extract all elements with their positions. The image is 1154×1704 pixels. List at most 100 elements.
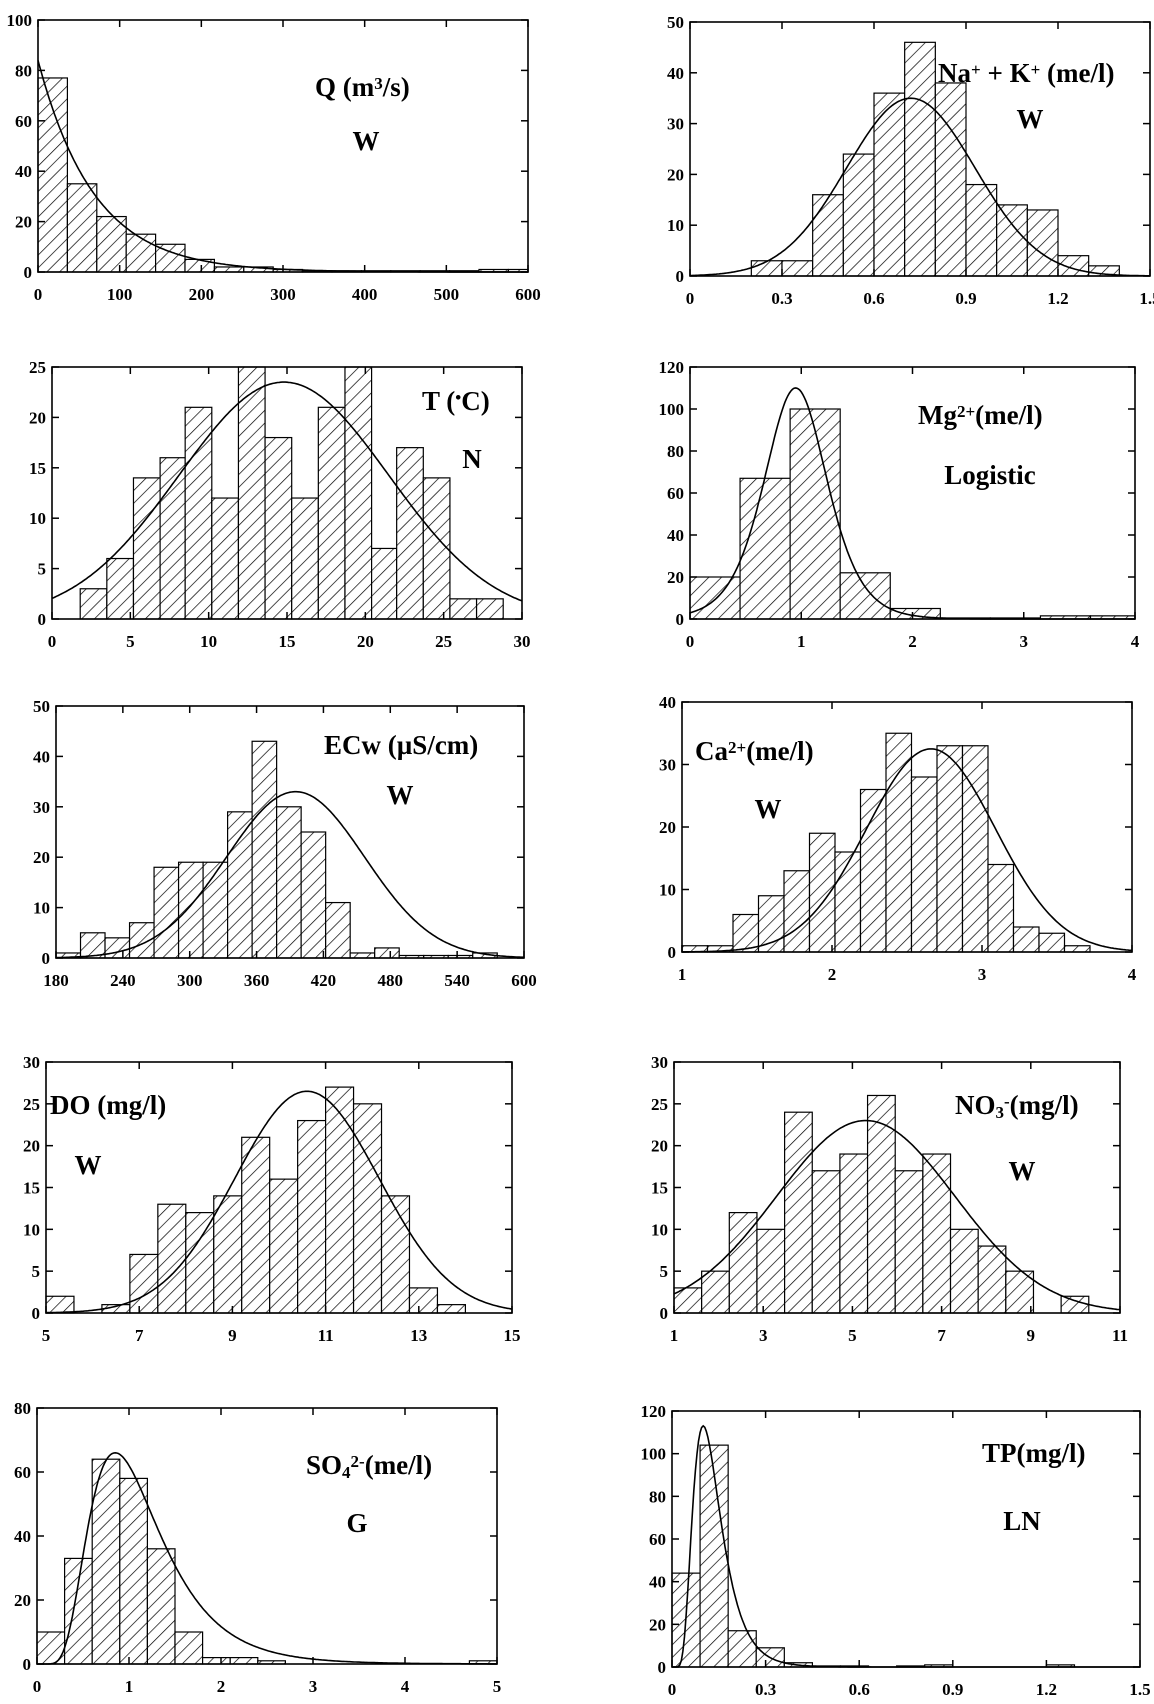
y-tick-label: 40 [659, 693, 676, 712]
bar-10 [1026, 209, 1059, 277]
histogram-panel-2: 0 10 20 30 40 50 0 0.3 0.6 0.9 1.2 1.5 Na+ + K+ (me/… [667, 13, 1154, 308]
y-tick-label: 20 [659, 818, 676, 837]
x-tick-label: 1.2 [1047, 289, 1068, 308]
x-tick-label: 4 [1128, 965, 1137, 984]
x-tick-label: 1 [125, 1677, 134, 1696]
y-tick-label: 0 [42, 949, 51, 968]
bar-11 [936, 745, 964, 953]
x-tick-label: 1 [670, 1326, 679, 1345]
panel-title: NO3-(mg/l) [955, 1090, 1079, 1122]
x-tick-label: 10 [200, 632, 217, 651]
y-tick-label: 40 [14, 1527, 31, 1546]
bars [673, 1094, 1090, 1314]
bar-12 [977, 1245, 1007, 1314]
panel-title: DO (mg/l) [50, 1090, 166, 1120]
x-tick-label: 5 [126, 632, 135, 651]
bar-4 [129, 1253, 159, 1314]
y-tick-label: 25 [651, 1095, 668, 1114]
bar-2 [701, 1270, 730, 1314]
bar-8 [227, 811, 253, 959]
x-tick-label: 180 [43, 971, 69, 990]
y-tick-label: 20 [649, 1615, 666, 1634]
bars [689, 408, 1136, 620]
y-tick-label: 80 [667, 442, 684, 461]
y-tick-label: 30 [33, 798, 50, 817]
x-tick-label: 360 [244, 971, 270, 990]
panel-title: Q (m3/s) [315, 72, 410, 102]
panel-title: ECw (µS/cm) [324, 730, 478, 760]
panel-title: T (•C) [422, 386, 490, 416]
y-tick-label: 100 [659, 400, 685, 419]
bar-1 [689, 576, 741, 620]
bar-8 [264, 436, 293, 620]
bar-1 [79, 588, 108, 620]
y-tick-label: 0 [23, 1655, 32, 1674]
histogram-panel-10: 0 20 40 60 80 100 120 0 0.3 0.6 0.9 1.2 1.5 TP(mg/l) L… [641, 1402, 1151, 1699]
y-tick-label: 40 [649, 1573, 666, 1592]
x-tick-label: 0.9 [955, 289, 976, 308]
x-tick-label: 0.3 [771, 289, 792, 308]
y-tick-label: 20 [651, 1137, 668, 1156]
bar-7 [213, 1195, 243, 1314]
x-tick-label: 540 [444, 971, 470, 990]
x-tick-label: 300 [270, 285, 296, 304]
y-tick-label: 0 [676, 267, 685, 286]
x-tick-label: 2 [908, 632, 917, 651]
fitted-curve [56, 790, 525, 959]
panel-title: TP(mg/l) [982, 1438, 1085, 1468]
x-tick-label: 240 [110, 971, 136, 990]
x-tick-label: 1 [678, 965, 687, 984]
y-tick-label: 60 [15, 112, 32, 131]
bar-15 [1038, 932, 1066, 953]
y-tick-label: 20 [14, 1591, 31, 1610]
bar-10 [317, 406, 346, 620]
bar-3 [727, 1630, 757, 1668]
plot-frame [55, 705, 525, 959]
x-tick-label: 600 [511, 971, 537, 990]
bar-15 [1060, 1295, 1090, 1314]
x-tick-label: 15 [504, 1326, 521, 1345]
bar-2 [63, 1557, 93, 1665]
y-tick-label: 40 [33, 747, 50, 766]
bar-9 [291, 497, 319, 620]
bar-1 [45, 1295, 75, 1314]
bar-13 [987, 863, 1015, 953]
distribution-label: LN [1003, 1506, 1041, 1536]
y-tick-label: 20 [33, 848, 50, 867]
bar-10 [922, 1153, 952, 1314]
y-tick-label: 20 [29, 408, 46, 427]
bar-7 [237, 366, 266, 620]
y-tick-label: 15 [29, 459, 46, 478]
fitted-curve [673, 1119, 1121, 1311]
bar-5 [153, 866, 180, 959]
y-tick-label: 60 [667, 484, 684, 503]
panel-title: Mg2+(me/l) [918, 400, 1043, 430]
x-tick-label: 7 [937, 1326, 946, 1345]
x-tick-label: 400 [352, 285, 378, 304]
y-tick-label: 30 [23, 1053, 40, 1072]
bar-3 [104, 937, 131, 959]
bar-14 [1012, 926, 1040, 953]
x-tick-label: 7 [135, 1326, 144, 1345]
y-tick-label: 0 [676, 610, 685, 629]
bar-4 [842, 153, 875, 277]
x-tick-label: 9 [1027, 1326, 1036, 1345]
panel-title: SO42-(me/l) [306, 1450, 432, 1482]
y-tick-label: 100 [7, 11, 33, 30]
x-tick-label: 25 [435, 632, 452, 651]
bar-7 [934, 82, 967, 277]
bar-8 [229, 1656, 259, 1665]
fitted-curve [51, 381, 523, 602]
y-tick-label: 10 [667, 216, 684, 235]
x-tick-label: 0 [668, 1680, 677, 1699]
plot-frame [689, 21, 1151, 277]
histogram-panel-6: 0 10 20 30 40 1 2 3 4 Ca2+(me/l) W [659, 693, 1137, 984]
y-tick-label: 10 [23, 1220, 40, 1239]
bar-10 [910, 776, 938, 953]
bar-12 [961, 745, 989, 953]
bar-12 [352, 1103, 383, 1314]
distribution-label: N [462, 444, 482, 474]
x-tick-label: 600 [515, 285, 541, 304]
y-tick-label: 80 [649, 1487, 666, 1506]
